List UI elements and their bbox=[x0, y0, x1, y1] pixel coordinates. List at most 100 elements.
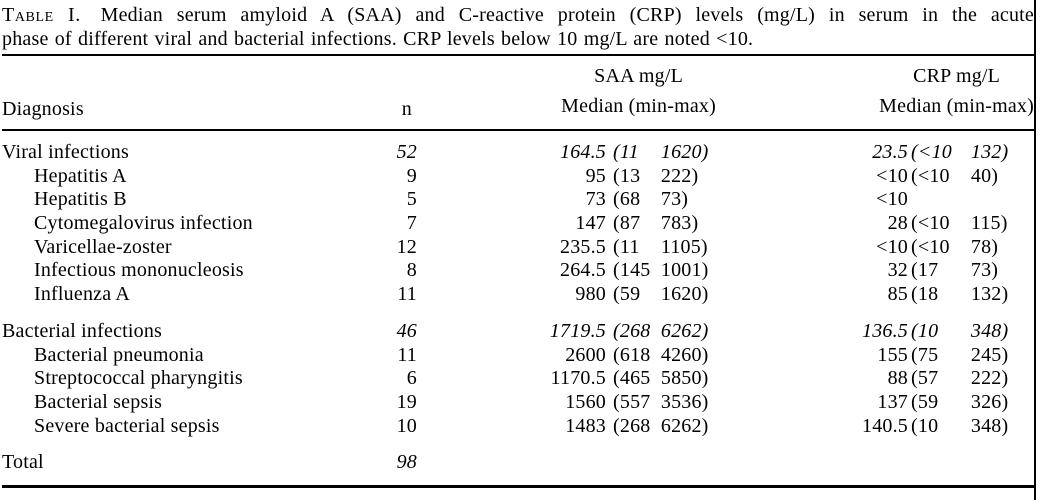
n-cell: 6 bbox=[406, 367, 417, 390]
table-caption: Table I. Median serum amyloid A (SAA) an… bbox=[2, 0, 1034, 51]
diagnosis-cell: Viral infections bbox=[2, 141, 129, 163]
saa-median-cell: 980 bbox=[575, 283, 606, 306]
crp-range-cell bbox=[908, 451, 1040, 475]
scan-edge-line bbox=[1034, 0, 1036, 500]
saa-median-cell: 2600 bbox=[565, 343, 606, 366]
crp-median-cell: 136.5 bbox=[862, 319, 908, 342]
col-header-saa: SAA mg/L Median (min-max) bbox=[417, 61, 756, 121]
diagnosis-cell: Bacterial pneumonia bbox=[34, 343, 204, 366]
crp-range-cell: (17 73) bbox=[911, 259, 999, 282]
crp-range-cell: (<10 115) bbox=[911, 212, 1008, 235]
caption-line2: phase of different viral and bacterial i… bbox=[2, 28, 754, 50]
saa-range-cell: (11 1105) bbox=[613, 235, 708, 258]
saa-median-cell: 235.5 bbox=[560, 235, 606, 258]
saa-median-cell: 1719.5 bbox=[549, 319, 606, 342]
n-cell: 19 bbox=[396, 390, 417, 413]
saa-median-cell: 164.5 bbox=[560, 141, 606, 163]
horizontal-rule-top bbox=[2, 54, 1034, 56]
diagnosis-cell: Varicellae-zoster bbox=[34, 235, 172, 258]
crp-range-cell bbox=[908, 188, 1040, 212]
saa-range-cell: (59 1620) bbox=[613, 283, 709, 306]
table-row: Streptococcal pharyngitis 6 1170.5 (465 5… bbox=[2, 367, 1038, 391]
n-cell: 12 bbox=[396, 235, 417, 258]
n-cell: 5 bbox=[406, 188, 417, 211]
n-cell: 10 bbox=[396, 414, 417, 437]
crp-subheader: Median (min-max) bbox=[879, 95, 1034, 117]
saa-range-cell: (68 73) bbox=[613, 188, 689, 211]
caption-text-line1: Median serum amyloid A (SAA) and C-react… bbox=[100, 4, 1035, 26]
saa-range-cell: (145 1001) bbox=[613, 259, 709, 282]
crp-median-cell: <10 bbox=[876, 188, 908, 211]
table-row: Influenza A 11 980 (59 1620) 85 (18 132) bbox=[2, 283, 1038, 307]
saa-range-cell: (465 5850) bbox=[613, 367, 709, 390]
table-row: Bacterial pneumonia 11 2600 (618 4260) 15… bbox=[2, 344, 1038, 368]
table-row: Hepatitis A 9 95 (13 222) <10 (<10 40) bbox=[2, 165, 1038, 189]
crp-median-cell: 28 bbox=[887, 212, 908, 235]
saa-range-cell: (618 4260) bbox=[613, 343, 709, 366]
table-header: Diagnosis n SAA mg/L Median (min-max) CR… bbox=[2, 56, 1038, 129]
saa-median-cell: 264.5 bbox=[560, 259, 606, 282]
crp-range-cell: (57 222) bbox=[911, 367, 1009, 390]
crp-median-cell: 137 bbox=[877, 390, 908, 413]
diagnosis-cell: Hepatitis A bbox=[34, 164, 127, 187]
crp-range-cell: (<10 40) bbox=[911, 164, 999, 187]
saa-median-cell: 73 bbox=[585, 188, 606, 211]
saa-median-cell: 1483 bbox=[565, 414, 606, 437]
diagnosis-cell: Influenza A bbox=[34, 283, 131, 306]
diagnosis-cell: Severe bacterial sepsis bbox=[34, 414, 220, 437]
saa-range-cell: (268 6262) bbox=[613, 414, 709, 437]
n-cell: 9 bbox=[406, 164, 417, 187]
table-body: Viral infections 52 164.5 (11 1620) 23.5 … bbox=[2, 131, 1038, 475]
col-header-diagnosis: Diagnosis bbox=[2, 98, 84, 120]
crp-range-cell: (10 348) bbox=[911, 319, 1009, 342]
saa-range-cell: (268 6262) bbox=[613, 319, 709, 342]
crp-unit-label: CRP mg/L bbox=[913, 65, 1001, 87]
table-row: Bacterial sepsis 19 1560 (557 3536) 137 (… bbox=[2, 391, 1038, 415]
col-header-n: n bbox=[401, 98, 412, 120]
diagnosis-cell: Infectious mononucleosis bbox=[34, 259, 244, 282]
table-row: Bacterial infections 46 1719.5 (268 6262)… bbox=[2, 320, 1038, 344]
table-row: Infectious mononucleosis 8 264.5 (145 100… bbox=[2, 259, 1038, 283]
table-row: Hepatitis B 5 73 (68 73) <10 bbox=[2, 188, 1038, 212]
crp-range-cell: (18 132) bbox=[911, 283, 1009, 306]
crp-range-cell: (10 348) bbox=[911, 414, 1009, 437]
crp-median-cell: 85 bbox=[887, 283, 908, 306]
n-cell: 7 bbox=[406, 212, 417, 235]
crp-median-cell: <10 bbox=[876, 164, 908, 187]
crp-range-cell: (<10 132) bbox=[911, 141, 1009, 163]
n-cell: 98 bbox=[396, 451, 417, 474]
saa-median-cell bbox=[417, 451, 606, 475]
saa-header-block: SAA mg/L Median (min-max) bbox=[561, 61, 716, 121]
saa-range-cell: (11 1620) bbox=[613, 141, 709, 163]
diagnosis-cell: Streptococcal pharyngitis bbox=[34, 367, 243, 390]
saa-range-cell: (557 3536) bbox=[613, 390, 709, 413]
diagnosis-cell: Bacterial sepsis bbox=[34, 390, 163, 413]
crp-header-block: CRP mg/L Median (min-max) bbox=[879, 61, 1034, 121]
saa-range-cell: (87 783) bbox=[613, 212, 699, 235]
crp-median-cell: 155 bbox=[877, 343, 908, 366]
n-cell: 8 bbox=[406, 259, 417, 282]
n-cell: 46 bbox=[396, 319, 417, 342]
caption-line1: Table I. Median serum amyloid A (SAA) an… bbox=[2, 3, 1034, 27]
horizontal-rule-header bbox=[2, 129, 1034, 131]
crp-median-cell: 88 bbox=[887, 367, 908, 390]
col-header-crp: CRP mg/L Median (min-max) bbox=[756, 61, 1040, 121]
n-cell: 52 bbox=[396, 141, 417, 163]
table-row: Varicellae-zoster 12 235.5 (11 1105) <10 … bbox=[2, 236, 1038, 260]
saa-median-cell: 1560 bbox=[565, 390, 606, 413]
crp-median-cell: <10 bbox=[876, 235, 908, 258]
table-row: Cytomegalovirus infection 7 147 (87 783) … bbox=[2, 212, 1038, 236]
saa-subheader: Median (min-max) bbox=[561, 95, 716, 117]
crp-median-cell: 140.5 bbox=[862, 414, 908, 437]
horizontal-rule-bottom bbox=[2, 484, 1034, 488]
diagnosis-cell: Total bbox=[2, 451, 44, 474]
table-row: Total 98 bbox=[2, 451, 1038, 475]
crp-median-cell: 23.5 bbox=[872, 141, 908, 163]
table-row: Viral infections 52 164.5 (11 1620) 23.5 … bbox=[2, 141, 1038, 165]
saa-median-cell: 147 bbox=[575, 212, 606, 235]
crp-median-cell: 32 bbox=[887, 259, 908, 282]
saa-unit-label: SAA mg/L bbox=[594, 65, 683, 87]
crp-range-cell: (<10 78) bbox=[911, 235, 999, 258]
diagnosis-cell: Bacterial infections bbox=[2, 319, 163, 342]
diagnosis-cell: Cytomegalovirus infection bbox=[34, 212, 253, 235]
